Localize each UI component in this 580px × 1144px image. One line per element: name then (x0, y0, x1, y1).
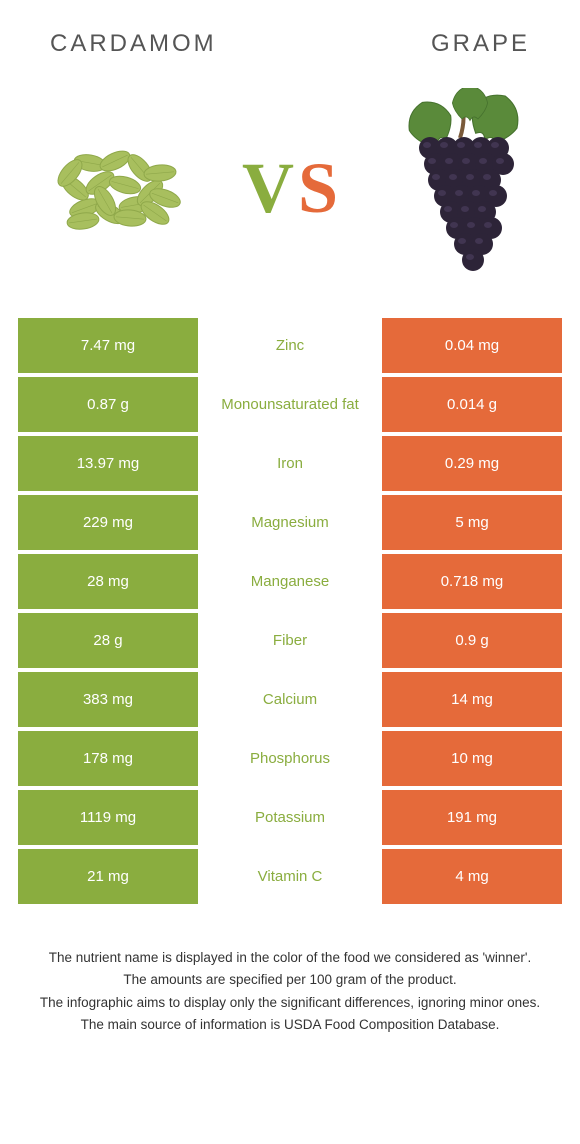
cell-right-value: 0.9 g (382, 613, 562, 668)
table-row: 229 mgMagnesium5 mg (18, 495, 562, 550)
title-left: Cardamom (50, 30, 217, 58)
cell-nutrient-name: Magnesium (198, 495, 382, 550)
cell-right-value: 5 mg (382, 495, 562, 550)
cell-nutrient-name: Manganese (198, 554, 382, 609)
table-row: 383 mgCalcium14 mg (18, 672, 562, 727)
cell-left-value: 28 mg (18, 554, 198, 609)
nutrient-table: 7.47 mgZinc0.04 mg0.87 gMonounsaturated … (0, 318, 580, 904)
table-row: 1119 mgPotassium191 mg (18, 790, 562, 845)
cell-nutrient-name: Calcium (198, 672, 382, 727)
cell-right-value: 10 mg (382, 731, 562, 786)
hero-row: V S (0, 78, 580, 318)
header: Cardamom Grape (0, 0, 580, 78)
cell-left-value: 7.47 mg (18, 318, 198, 373)
footer-line-3: The infographic aims to display only the… (28, 993, 552, 1013)
cardamom-icon (35, 113, 205, 263)
cell-left-value: 383 mg (18, 672, 198, 727)
cell-right-value: 0.04 mg (382, 318, 562, 373)
cell-nutrient-name: Vitamin C (198, 849, 382, 904)
table-row: 0.87 gMonounsaturated fat0.014 g (18, 377, 562, 432)
table-row: 28 mgManganese0.718 mg (18, 554, 562, 609)
table-row: 28 gFiber0.9 g (18, 613, 562, 668)
table-row: 7.47 mgZinc0.04 mg (18, 318, 562, 373)
vs-s: S (298, 152, 338, 224)
cell-right-value: 0.29 mg (382, 436, 562, 491)
cell-left-value: 178 mg (18, 731, 198, 786)
cardamom-image (30, 98, 210, 278)
cell-right-value: 0.014 g (382, 377, 562, 432)
footer-notes: The nutrient name is displayed in the co… (0, 908, 580, 1057)
vs-v: V (242, 152, 294, 224)
footer-line-1: The nutrient name is displayed in the co… (28, 948, 552, 968)
cell-left-value: 229 mg (18, 495, 198, 550)
table-row: 21 mgVitamin C4 mg (18, 849, 562, 904)
cell-left-value: 13.97 mg (18, 436, 198, 491)
cell-right-value: 4 mg (382, 849, 562, 904)
footer-line-4: The main source of information is USDA F… (28, 1015, 552, 1035)
grape-icon (375, 88, 545, 288)
cell-nutrient-name: Zinc (198, 318, 382, 373)
cell-right-value: 14 mg (382, 672, 562, 727)
cell-nutrient-name: Potassium (198, 790, 382, 845)
cell-left-value: 1119 mg (18, 790, 198, 845)
cell-nutrient-name: Fiber (198, 613, 382, 668)
cell-left-value: 21 mg (18, 849, 198, 904)
title-right: Grape (431, 30, 530, 58)
table-row: 178 mgPhosphorus10 mg (18, 731, 562, 786)
cell-left-value: 0.87 g (18, 377, 198, 432)
cell-right-value: 0.718 mg (382, 554, 562, 609)
table-row: 13.97 mgIron0.29 mg (18, 436, 562, 491)
cell-nutrient-name: Iron (198, 436, 382, 491)
cell-nutrient-name: Phosphorus (198, 731, 382, 786)
vs-label: V S (242, 152, 338, 224)
cell-left-value: 28 g (18, 613, 198, 668)
grape-image (370, 98, 550, 278)
cell-nutrient-name: Monounsaturated fat (198, 377, 382, 432)
footer-line-2: The amounts are specified per 100 gram o… (28, 970, 552, 990)
cell-right-value: 191 mg (382, 790, 562, 845)
